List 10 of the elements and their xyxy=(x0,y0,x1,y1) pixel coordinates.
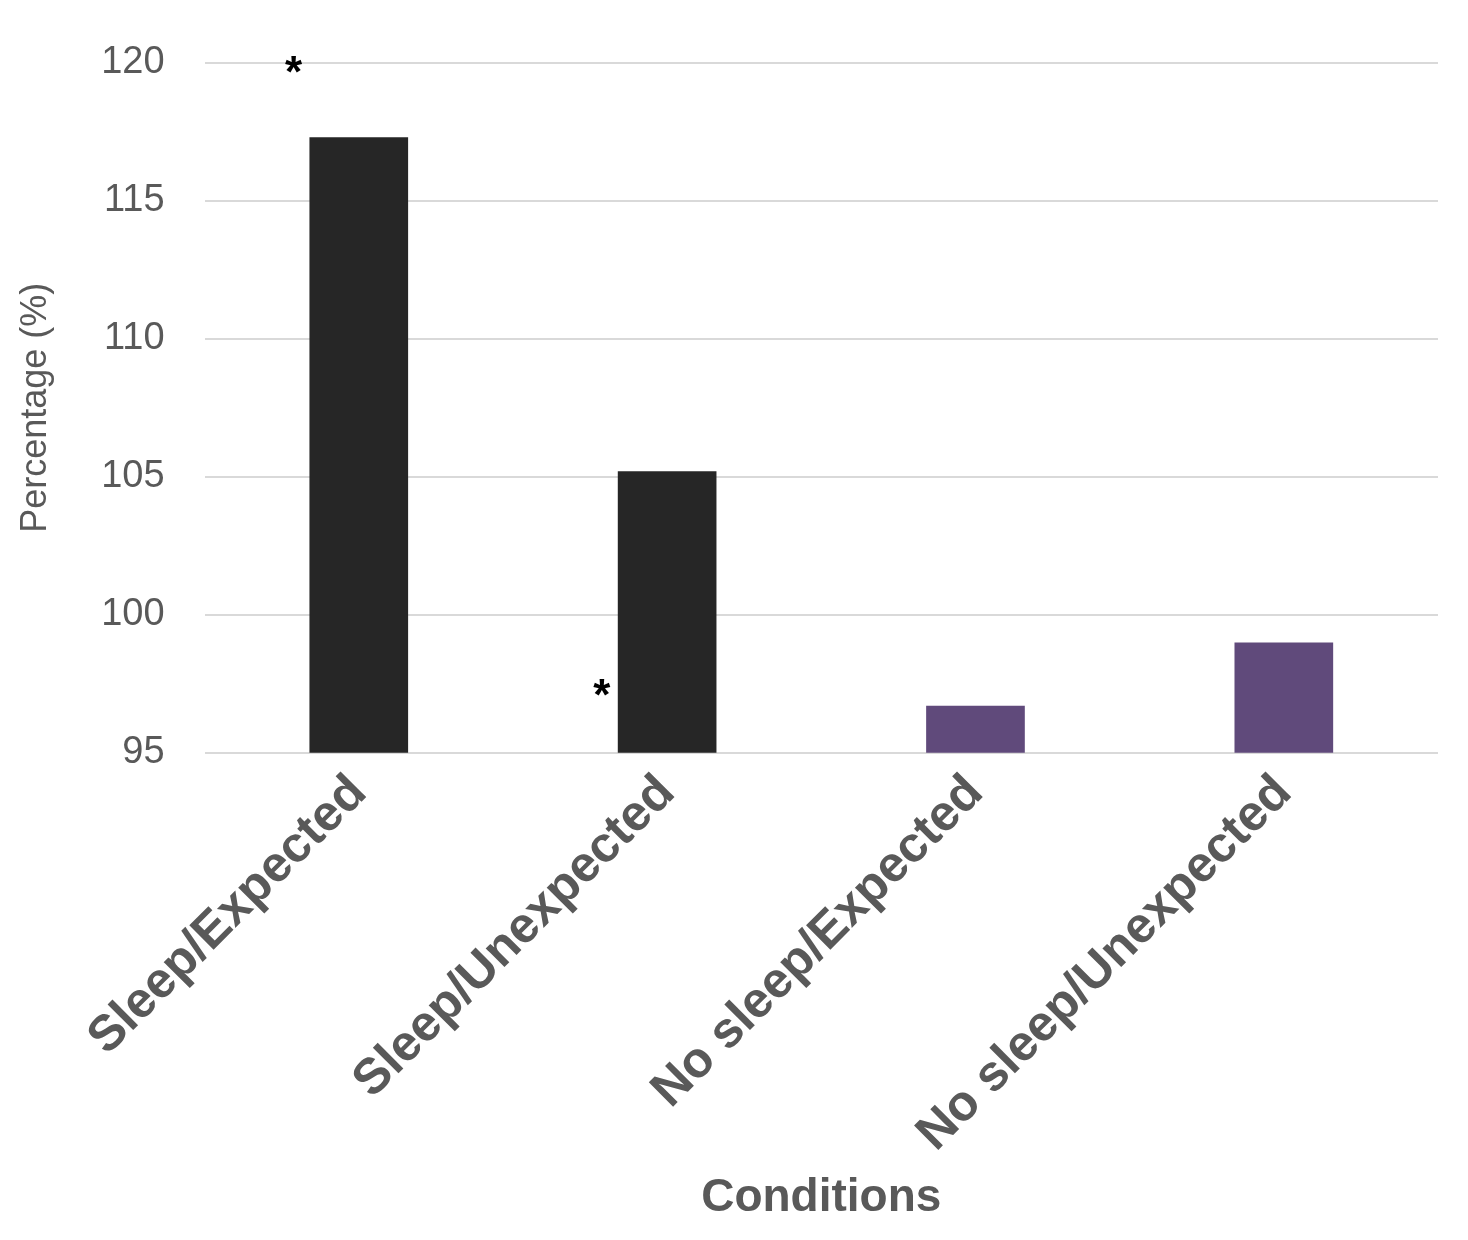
annotation: * xyxy=(593,669,612,719)
y-tick-label: 110 xyxy=(104,315,165,358)
y-tick-label: 95 xyxy=(122,729,165,772)
y-tick-label: 100 xyxy=(101,591,165,634)
x-axis-title: Conditions xyxy=(701,1169,942,1222)
y-tick-label: 105 xyxy=(101,453,165,496)
y-tick-label: 115 xyxy=(104,177,165,220)
annotation: * xyxy=(284,46,303,96)
y-tick-label: 120 xyxy=(101,39,165,82)
y-axis-title: Percentage (%) xyxy=(12,282,54,533)
